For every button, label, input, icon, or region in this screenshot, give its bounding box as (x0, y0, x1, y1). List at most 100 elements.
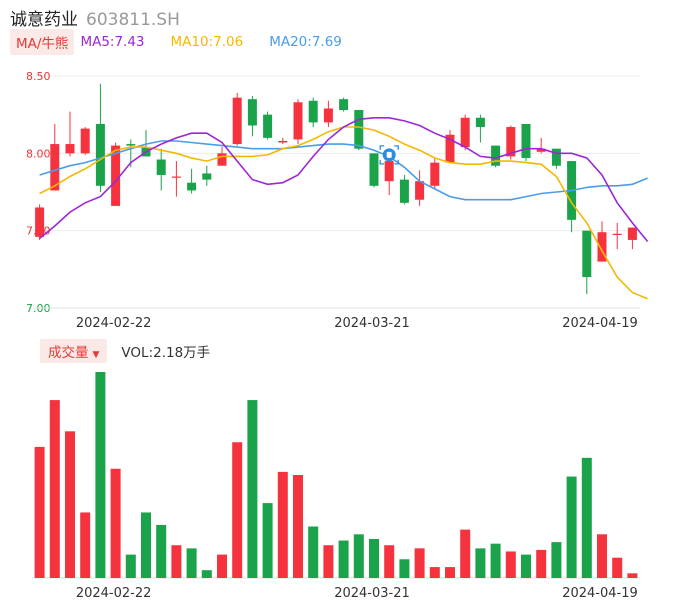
candle (232, 93, 242, 146)
marker-frame (379, 145, 399, 165)
ma20-label: MA20:7.69 (269, 34, 342, 50)
candle (597, 221, 607, 262)
y-tick-label: 8.50 (26, 70, 51, 83)
volume-toggle-label: 成交量 (48, 345, 89, 361)
volume-bar (581, 457, 592, 578)
volume-value: VOL:2.18万手 (121, 345, 211, 361)
candle (323, 100, 333, 128)
candle-body (536, 148, 546, 152)
price-x-tick-label: 2024-04-19 (562, 316, 638, 331)
candle (80, 127, 90, 155)
candle-body (202, 173, 212, 180)
volume-bar (384, 545, 395, 578)
volume-bar (597, 534, 607, 578)
candle-body (80, 128, 90, 154)
candle-body (369, 153, 379, 186)
volume-bar (338, 540, 349, 578)
candle (415, 170, 425, 206)
candle-body (111, 145, 121, 206)
candle-body (65, 144, 75, 154)
candle (278, 137, 288, 145)
volume-bar (475, 548, 486, 578)
candle (293, 99, 303, 145)
candle-body (460, 117, 470, 148)
candle (50, 123, 60, 191)
volume-bar (217, 554, 227, 578)
candle-body (491, 145, 501, 166)
volume-bar (186, 548, 197, 578)
volume-bar (566, 476, 577, 578)
candle-body (126, 144, 136, 146)
candle (582, 230, 592, 295)
candle (536, 137, 546, 154)
candle (65, 111, 75, 157)
candle-body (354, 110, 364, 149)
candle (95, 83, 105, 192)
volume-bar (414, 548, 425, 578)
volume-bar (429, 567, 440, 578)
candle-body (278, 140, 288, 143)
candle (491, 145, 501, 168)
ma5-label: MA5:7.43 (80, 34, 145, 50)
candle-body (627, 227, 637, 240)
candle-body (50, 144, 60, 191)
volume-bar (612, 557, 623, 578)
candle-body (217, 153, 227, 166)
volume-bar (171, 545, 182, 578)
volume-bar (536, 549, 547, 578)
stock-name: 诚意药业 (10, 10, 78, 30)
volume-bar (125, 554, 136, 578)
candle (430, 157, 440, 189)
volume-x-tick-label: 2024-04-19 (562, 586, 638, 601)
volume-bar (141, 512, 151, 578)
volume-bar (399, 559, 410, 578)
candle-body (415, 181, 425, 200)
volume-bar (445, 567, 455, 578)
candle (187, 168, 197, 194)
volume-toggle-button[interactable]: 成交量 ▼ (40, 339, 108, 363)
candle (460, 114, 470, 151)
candle (445, 130, 455, 163)
candle (156, 148, 166, 191)
marker-glyph (386, 151, 392, 158)
candle-body (384, 161, 394, 182)
volume-x-tick-label: 2024-02-22 (76, 586, 152, 601)
candle-body (293, 102, 303, 140)
candle (35, 204, 45, 240)
candle-body (475, 117, 485, 128)
candle-body (308, 100, 318, 123)
volume-bar (201, 570, 212, 578)
volume-bar (156, 524, 167, 578)
candle-body (247, 99, 257, 126)
ma-toggle-button[interactable]: MA/牛熊 (10, 29, 75, 55)
ma5-line (39, 117, 649, 243)
volume-bar (232, 442, 243, 578)
volume-bar (308, 526, 319, 578)
candle-body (582, 230, 592, 278)
candle (384, 159, 394, 196)
volume-bar (277, 471, 288, 578)
candle (263, 111, 273, 140)
volume-bar (551, 542, 562, 578)
caret-down-icon: ▼ (92, 350, 100, 360)
candle (354, 110, 364, 151)
volume-bar (505, 551, 516, 578)
candle-body (506, 127, 516, 157)
candle (247, 96, 257, 137)
candle (475, 114, 485, 143)
volume-bar (293, 475, 303, 578)
candle-body (445, 134, 455, 163)
candle-body (339, 99, 349, 111)
candle-body (95, 123, 105, 186)
candle (551, 148, 561, 169)
candle-body (156, 159, 166, 175)
volume-bar (490, 543, 501, 578)
candle (308, 97, 318, 128)
candle-body (323, 108, 333, 123)
candle-body (597, 232, 607, 262)
volume-legend: 成交量 ▼ VOL:2.18万手 (40, 339, 211, 363)
ma-legend: MA/牛熊 MA5:7.43 MA10:7.06 MA20:7.69 (10, 29, 368, 55)
candle (202, 165, 212, 186)
volume-bar (80, 512, 91, 578)
